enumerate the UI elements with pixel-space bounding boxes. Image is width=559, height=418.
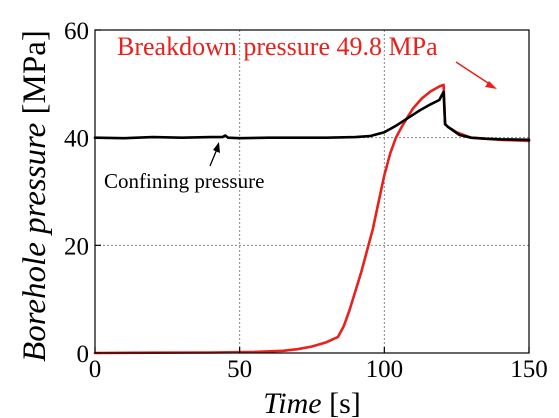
confining-pressure-series-line — [93, 90, 531, 142]
axis-ticks: 0 50 100 150 0 20 40 60 — [64, 18, 548, 383]
x-tick-label: 0 — [89, 356, 102, 383]
y-tick-label: 60 — [64, 18, 89, 45]
breakdown-pressure-series-line — [93, 83, 531, 355]
y-tick-label: 20 — [64, 233, 89, 260]
annotation-confining-arrow-shaft — [209, 148, 218, 167]
annotation-confining-arrow-head — [213, 142, 220, 153]
annotation-confining-pressure: Confining pressure — [104, 169, 264, 193]
plot-frame — [94, 29, 530, 354]
y-tick-label: 40 — [64, 126, 89, 153]
y-tick-label: 0 — [77, 341, 90, 368]
annotation-breakdown-pressure: Breakdown pressure 49.8 MPa — [117, 32, 438, 61]
annotation-breakdown-arrow-head — [485, 81, 497, 89]
x-axis-label: Time [s] — [263, 387, 361, 418]
x-tick-label: 50 — [227, 356, 252, 383]
annotation-breakdown-arrow-shaft — [455, 61, 492, 86]
x-tick-label: 100 — [366, 356, 404, 383]
y-axis-label: Borehole pressure [MPa] — [17, 30, 53, 362]
x-tick-label: 150 — [510, 356, 548, 383]
data-series — [93, 83, 531, 355]
